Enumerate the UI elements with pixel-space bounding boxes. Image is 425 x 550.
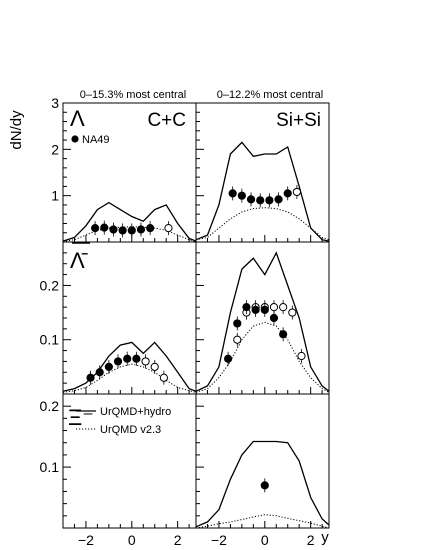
particle-label-xi: Ξ⁻ — [68, 405, 94, 430]
panel-r1-c0-urqmd-line — [62, 363, 197, 393]
x-axis-title: y — [321, 529, 329, 546]
system-label-left: C+C — [147, 110, 186, 131]
panel-r0-c1-filled-point — [228, 189, 237, 198]
panel-r1-c0-filled-point — [104, 362, 113, 371]
panel-r0-c0-filled-point — [136, 225, 146, 234]
panel-r0-c0-filled-point — [127, 226, 136, 235]
panel-r0-c1-urqmd-line — [195, 207, 330, 241]
panel-r1-c0-hydro-line — [62, 341, 197, 392]
panel-r2-c1-hydro-line — [195, 440, 330, 528]
panel-r0-c1-open-point — [292, 187, 301, 197]
particle-label-lambda: Λ — [70, 106, 85, 131]
panel-r0-c0-filled-point — [109, 225, 118, 234]
header-right: 0–12.2% most central — [217, 89, 323, 101]
panel-r1-c1 — [195, 241, 330, 395]
panel-r1-c0-open-point — [150, 362, 159, 371]
panel-r0-c1-filled-point — [246, 195, 256, 204]
legend-na49-label: NA49 — [82, 134, 110, 146]
panel-r1-c1-urqmd-line — [195, 321, 330, 393]
panel-r0-c0-urqmd-line — [62, 226, 197, 242]
panel-r1-c0-filled-point — [86, 373, 95, 382]
y-tick-label: 1 — [51, 188, 59, 204]
y-tick-label: 0.2 — [40, 398, 60, 414]
panel-r0-c0-filled-point — [100, 223, 109, 232]
panel-r1-c1-filled-point — [233, 319, 242, 328]
header-left: 0–15.3% most central — [80, 89, 186, 101]
panel-r1-c1-filled-point — [242, 303, 251, 312]
legend-urqmd-label: UrQMD v2.3 — [100, 424, 161, 436]
y-tick-label: 3 — [51, 95, 59, 111]
y-tick-label: 2 — [51, 141, 59, 157]
panel-r1-c1-open-point — [233, 335, 242, 344]
panel-r1-c1-hydro-line — [195, 251, 330, 392]
panel-r0-c1-filled-point — [274, 195, 283, 204]
panel-r0-c1-hydro-line — [195, 141, 330, 242]
panel-r1-c1-open-point — [279, 303, 288, 312]
panel-r0-c0-filled-point — [118, 226, 127, 235]
system-label-right: Si+Si — [276, 110, 321, 131]
panel-r1-c0-filled-point — [113, 357, 123, 366]
y-tick-label: 0.1 — [40, 332, 60, 348]
y-axis-title: dN/dy — [8, 110, 25, 150]
panel-r0-c0-hydro-line — [62, 201, 197, 242]
panel-r2-c1-urqmd-line — [195, 514, 330, 529]
panel-r1-c1-open-point — [269, 303, 279, 312]
legend-hydro-label: UrQMD+hydro — [100, 406, 171, 418]
legend-na49-marker — [71, 135, 79, 143]
panel-r1-c0-filled-point — [95, 368, 104, 377]
x-tick-label: −2 — [78, 532, 94, 548]
legend-models: UrQMD+hydro UrQMD v2.3 — [76, 406, 171, 436]
y-tick-label: 0.1 — [40, 459, 60, 475]
panel-r1-c1-filled-point — [269, 313, 279, 323]
particle-label-antilambda-text: Λ̄ — [70, 248, 88, 273]
legend-na49: NA49 — [71, 134, 110, 146]
panel-r1-c0-filled-point — [123, 354, 132, 363]
panel-r0-c1-filled-point — [237, 191, 246, 200]
panel-r0-c0-filled-point — [91, 224, 100, 233]
panel-r0-c1-filled-point — [283, 189, 292, 198]
panel-r1-c0: 0.1 0.2 — [40, 241, 197, 395]
panel-r0-c1-filled-point — [256, 196, 265, 205]
panel-r0-c0-filled-point — [146, 224, 155, 233]
panel-r1-c1-open-point — [288, 308, 297, 317]
panel-r1-c1-filled-point — [260, 305, 269, 314]
panel-r0-c0-open-point — [164, 224, 173, 233]
panel-r1-c1-filled-point — [279, 330, 288, 339]
panel-r1-c1-filled-point — [251, 305, 260, 314]
panel-r1-c0-open-point — [141, 357, 150, 366]
x-tick-label: −2 — [211, 532, 227, 548]
x-tick-label: 2 — [174, 532, 182, 548]
particle-label-antilambda: Λ̄ — [70, 242, 90, 273]
panel-r1-c1-filled-point — [224, 354, 233, 363]
x-tick-label: 0 — [128, 532, 136, 548]
panel-r2-c1-frame — [195, 393, 330, 529]
panel-r0-c0: 1 2 3 — [51, 95, 197, 243]
panel-r0-c1-filled-point — [265, 196, 274, 205]
panel-r1-c1-open-point — [297, 351, 306, 361]
x-tick-label: 0 — [261, 532, 269, 548]
panel-r1-c0-filled-point — [132, 354, 141, 363]
panel-r1-c0-open-point — [159, 373, 168, 382]
panel-r2-c1: −2 0 2 — [195, 393, 330, 548]
panel-r2-c1-filled-point — [260, 481, 269, 490]
panel-r0-c1 — [195, 102, 330, 243]
x-tick-label: 2 — [307, 532, 315, 548]
y-tick-label: 0.2 — [40, 277, 60, 293]
